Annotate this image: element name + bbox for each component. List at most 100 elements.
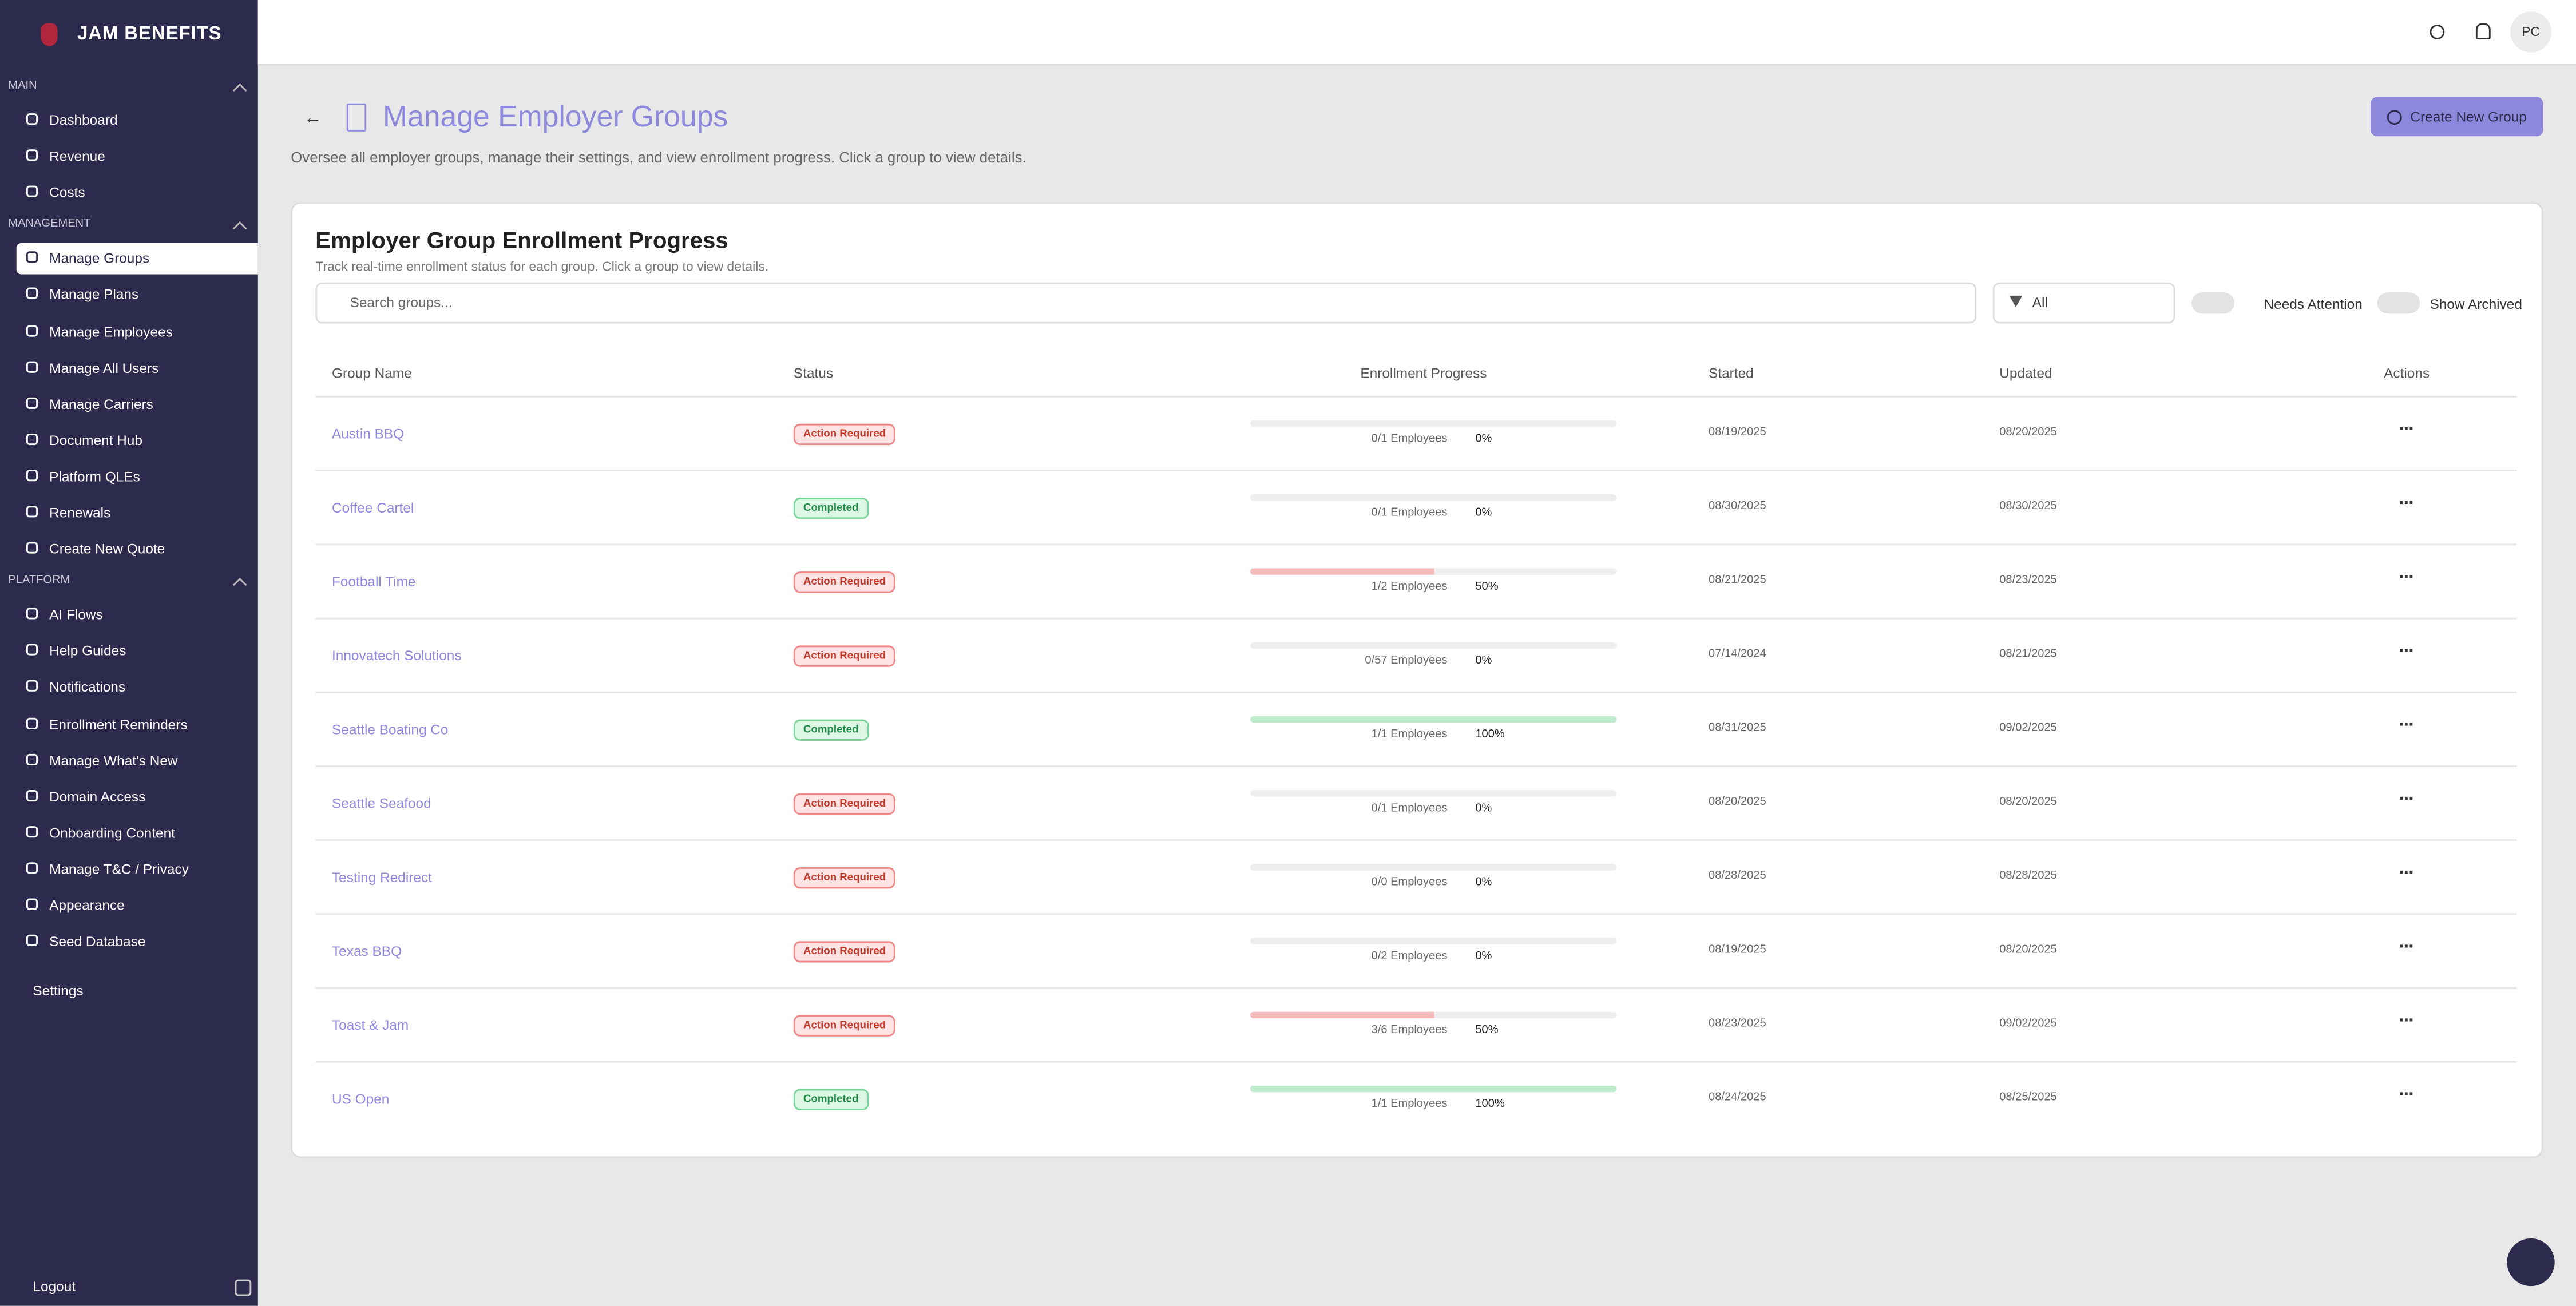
nav-item[interactable]: Onboarding Content	[17, 817, 258, 849]
brand-logo	[41, 23, 58, 46]
group-name[interactable]: Toast & Jam	[331, 1017, 409, 1033]
progress-percent: 0%	[1475, 433, 1492, 446]
nav-icon	[26, 324, 38, 336]
progress-bar	[1250, 716, 1617, 723]
row-actions[interactable]: ···	[2398, 1082, 2415, 1106]
nav-item[interactable]: AI Flows	[17, 600, 258, 632]
collapse-icon[interactable]	[233, 578, 247, 592]
nav-item[interactable]: Manage Carriers	[17, 389, 258, 420]
collapse-icon[interactable]	[233, 83, 247, 98]
row-actions[interactable]: ···	[2398, 713, 2415, 736]
nav-item[interactable]: Manage Plans	[17, 280, 258, 311]
theme-toggle[interactable]	[2430, 25, 2445, 39]
nav-item[interactable]: Settings	[33, 982, 84, 999]
row-actions[interactable]: ···	[2398, 491, 2415, 514]
nav-label: AI Flows	[49, 606, 103, 623]
column-header: Actions	[2384, 364, 2430, 382]
nav-label: Manage T&C / Privacy	[49, 860, 189, 877]
column-header[interactable]: Status	[793, 364, 834, 382]
nav-item[interactable]: Platform QLEs	[17, 461, 258, 493]
section-title: MANAGEMENT	[8, 219, 91, 231]
nav-label: Appearance	[49, 896, 125, 914]
group-name[interactable]: Seattle Seafood	[331, 795, 431, 812]
collapse-icon[interactable]	[233, 221, 247, 236]
column-header[interactable]: Group Name	[331, 364, 412, 382]
column-header[interactable]: Enrollment Progress	[1360, 364, 1487, 382]
back-button[interactable]: ←	[304, 108, 322, 128]
chat-button[interactable]	[2507, 1238, 2555, 1287]
progress-bar	[1250, 1085, 1617, 1093]
row-actions[interactable]: ···	[2398, 787, 2415, 810]
nav-item[interactable]: Manage Employees	[17, 316, 258, 348]
row-divider	[315, 543, 2517, 546]
nav-item[interactable]: Domain Access	[17, 781, 258, 813]
row-divider	[315, 617, 2517, 620]
nav-item[interactable]: Renewals	[17, 498, 258, 529]
sidebar-toggle[interactable]	[235, 1279, 252, 1296]
nav-item[interactable]: Create New Quote	[17, 534, 258, 565]
status-badge: Completed	[793, 719, 869, 741]
row-actions[interactable]: ···	[2398, 860, 2415, 884]
nav-label: Manage Groups	[49, 250, 150, 267]
column-header[interactable]: Started	[1709, 364, 1754, 382]
group-name[interactable]: Texas BBQ	[331, 943, 402, 959]
filter-select[interactable]: All	[1992, 282, 2175, 324]
nav-item[interactable]: Manage What's New	[17, 745, 258, 776]
nav-item[interactable]: Manage T&C / Privacy	[17, 854, 258, 886]
toggle[interactable]	[2191, 292, 2234, 314]
page-title: Manage Employer Groups	[382, 100, 728, 133]
group-name[interactable]: Austin BBQ	[331, 425, 405, 442]
progress-track	[1250, 716, 1617, 723]
status-badge: Action Required	[793, 867, 896, 889]
nav-item[interactable]: Seed Database	[17, 927, 258, 958]
row-actions[interactable]: ···	[2398, 934, 2415, 958]
nav-item[interactable]: Document Hub	[17, 425, 258, 456]
nav-item[interactable]: Help Guides	[17, 636, 258, 668]
nav-item[interactable]: Dashboard	[17, 105, 258, 137]
group-name[interactable]: Football Time	[331, 573, 416, 590]
updated-date: 08/25/2025	[1999, 1092, 2057, 1104]
updated-date: 08/28/2025	[1999, 870, 2057, 882]
nav-item[interactable]: Manage Groups	[16, 243, 258, 275]
nav-label: Document Hub	[49, 431, 142, 448]
status-badge: Completed	[793, 497, 869, 519]
nav-item[interactable]: Logout	[33, 1277, 76, 1295]
progress-track	[1250, 420, 1617, 427]
page-description: Oversee all employer groups, manage thei…	[291, 149, 1027, 166]
nav-icon	[26, 252, 38, 264]
nav-item[interactable]: Notifications	[17, 672, 258, 704]
group-name[interactable]: Coffee Cartel	[331, 499, 414, 516]
nav-label: Help Guides	[49, 642, 126, 660]
nav-icon	[26, 680, 38, 692]
nav-item[interactable]: Enrollment Reminders	[17, 709, 258, 740]
search-input[interactable]: Search groups...	[315, 282, 1977, 324]
nav-label: Enrollment Reminders	[49, 715, 188, 732]
notifications-button[interactable]	[2475, 23, 2491, 39]
nav-icon	[26, 113, 38, 125]
nav-icon	[26, 934, 38, 947]
row-divider	[315, 839, 2517, 841]
row-actions[interactable]: ···	[2398, 1008, 2415, 1032]
row-divider	[315, 470, 2517, 472]
updated-date: 08/20/2025	[1999, 944, 2057, 956]
row-actions[interactable]: ···	[2398, 565, 2415, 588]
nav-icon	[26, 608, 38, 620]
nav-item[interactable]: Manage All Users	[17, 352, 258, 384]
group-name[interactable]: Innovatech Solutions	[331, 647, 462, 664]
nav-item[interactable]: Revenue	[17, 141, 258, 173]
employee-count: 0/1 Employees	[1371, 803, 1448, 815]
row-actions[interactable]: ···	[2398, 417, 2415, 440]
nav-item[interactable]: Appearance	[17, 890, 258, 922]
row-actions[interactable]: ···	[2398, 638, 2415, 662]
nav-item[interactable]: Costs	[17, 178, 258, 209]
group-name[interactable]: Testing Redirect	[331, 868, 432, 886]
nav-label: Manage Carriers	[49, 395, 153, 412]
avatar[interactable]: PC	[2510, 11, 2551, 53]
nav-icon	[26, 644, 38, 656]
group-name[interactable]: Seattle Boating Co	[331, 721, 449, 738]
column-header[interactable]: Updated	[1999, 364, 2052, 382]
topbar: PC	[257, 0, 2576, 66]
group-name[interactable]: US Open	[331, 1090, 390, 1107]
toggle[interactable]	[2377, 292, 2420, 314]
